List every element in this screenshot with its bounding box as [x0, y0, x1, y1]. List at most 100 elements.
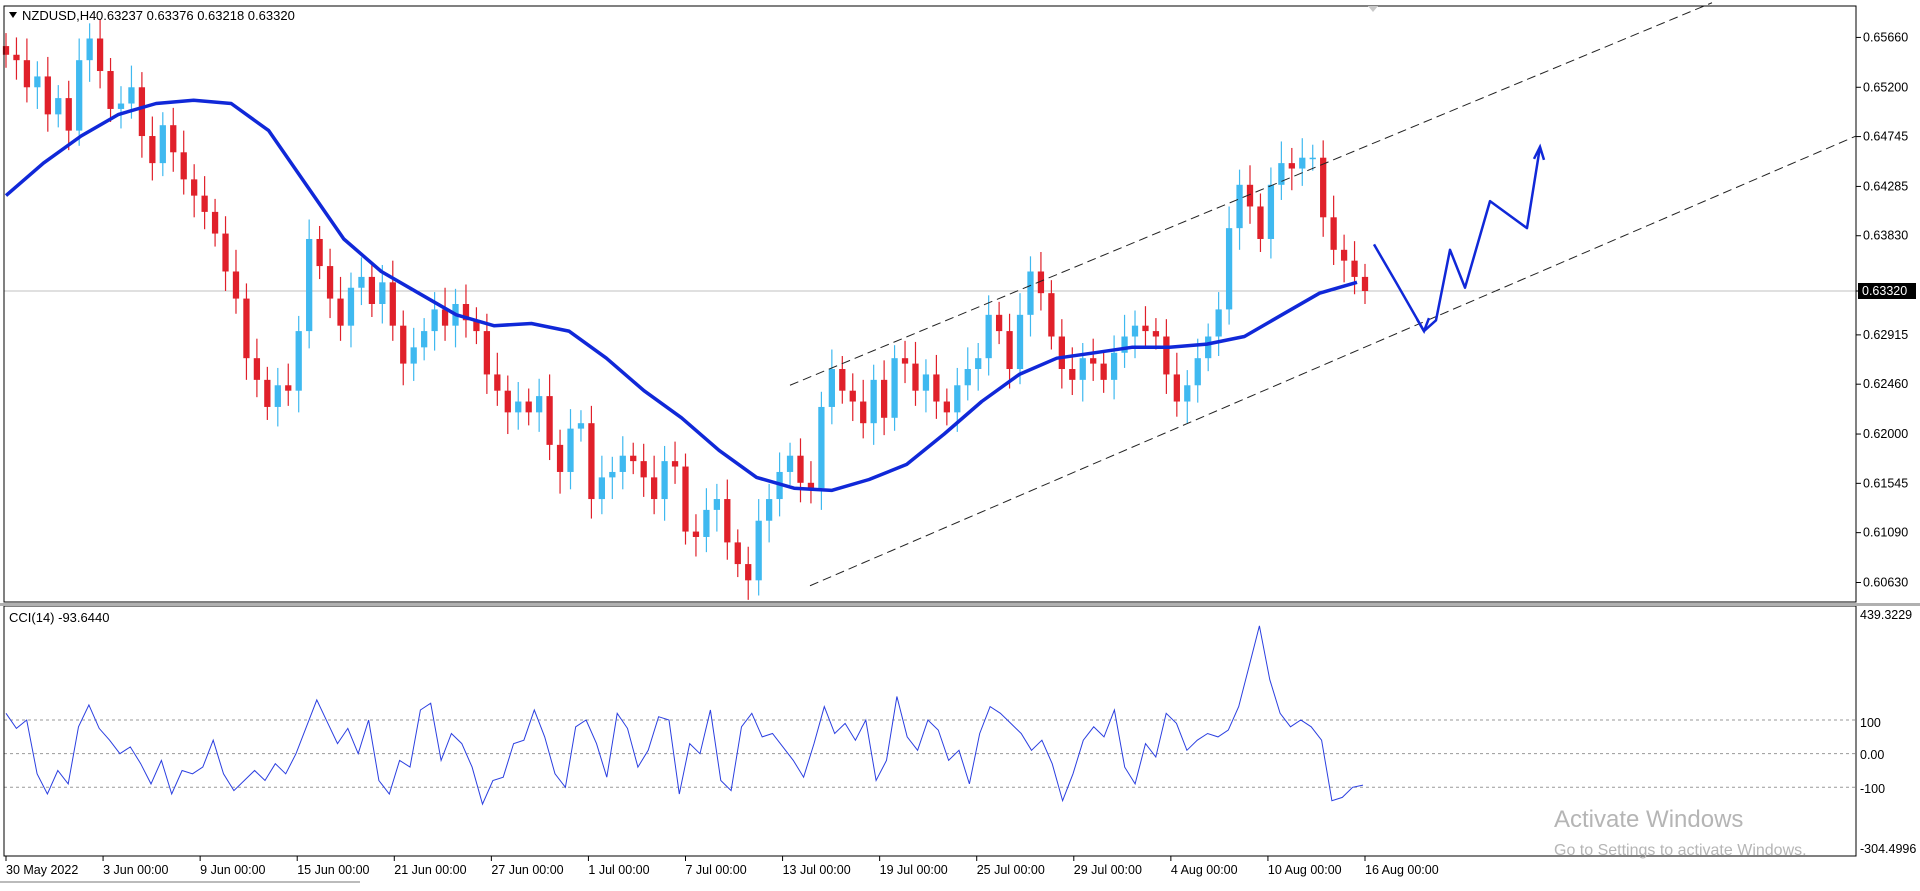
- ohlc-readout: 0.63237 0.63376 0.63218 0.63320: [96, 8, 295, 23]
- candle-body: [577, 423, 585, 429]
- candle-body: [431, 309, 438, 332]
- candle-body: [536, 396, 543, 413]
- candle: [96, 19, 104, 89]
- price-tick-label: 0.62915: [1863, 328, 1908, 342]
- candle-body: [295, 331, 302, 391]
- candle: [180, 130, 187, 195]
- candle: [347, 272, 355, 348]
- time-tick-label: 1 Jul 00:00: [588, 863, 649, 877]
- moving-average-line: [4, 98, 1358, 493]
- candle: [536, 378, 543, 432]
- candle: [1016, 293, 1024, 385]
- candle-body: [23, 60, 31, 88]
- candle-body: [671, 461, 679, 467]
- price-panel: [2, 2, 1857, 600]
- candle-body: [138, 87, 146, 137]
- candle-body: [274, 385, 281, 407]
- channel-upper-line[interactable]: [789, 2, 1713, 386]
- candle: [755, 499, 762, 596]
- candle-body: [379, 282, 386, 304]
- candle: [1205, 323, 1212, 372]
- candle: [630, 442, 637, 475]
- candle-body: [326, 266, 334, 299]
- candle: [1100, 350, 1107, 393]
- candle-body: [515, 401, 522, 413]
- candle-body: [724, 499, 731, 543]
- candle-body: [1069, 369, 1076, 380]
- candle: [1121, 314, 1128, 368]
- candle: [1058, 319, 1065, 389]
- cci-scale-top: 439.3229: [1860, 608, 1912, 622]
- header-dropdown-icon[interactable]: [9, 12, 17, 18]
- candle-body: [1152, 331, 1160, 337]
- candle: [567, 409, 574, 490]
- candle-body: [640, 461, 647, 478]
- candle: [337, 276, 344, 341]
- candle-body: [1288, 163, 1295, 169]
- candle-body: [159, 125, 166, 164]
- candle-body: [358, 276, 365, 288]
- candle: [326, 248, 334, 319]
- candle: [1090, 338, 1097, 381]
- candle: [1027, 256, 1034, 337]
- candle-body: [34, 76, 41, 88]
- candle-body: [1163, 336, 1170, 375]
- price-tick-label: 0.61090: [1863, 526, 1908, 540]
- candle: [65, 80, 72, 151]
- time-tick-label: 4 Aug 00:00: [1171, 863, 1238, 877]
- candle: [682, 453, 689, 545]
- candle: [76, 38, 83, 146]
- candle-body: [870, 379, 877, 424]
- time-tick-label: 13 Jul 00:00: [783, 863, 851, 877]
- candle-body: [76, 60, 83, 131]
- candle: [515, 382, 522, 430]
- time-tick-label: 19 Jul 00:00: [880, 863, 948, 877]
- candle-body: [661, 461, 668, 500]
- candle-body: [1205, 336, 1212, 359]
- candle-body: [1100, 363, 1107, 380]
- candle-body: [55, 98, 62, 115]
- candle-body: [651, 477, 658, 500]
- candle: [797, 438, 804, 503]
- candle: [316, 225, 323, 280]
- cci-line: [5, 625, 1364, 806]
- candle-body: [201, 195, 208, 212]
- current-price-label: 0.63320: [1862, 284, 1907, 298]
- channel-lower-line[interactable]: [809, 135, 1857, 587]
- candle-body: [1184, 385, 1191, 402]
- candle-body: [117, 103, 125, 109]
- candle-body: [525, 401, 532, 413]
- price-tick-label: 0.65660: [1863, 30, 1908, 44]
- candle: [703, 488, 710, 553]
- candle-body: [389, 282, 396, 326]
- candle-body: [13, 54, 20, 61]
- candle-body: [1090, 358, 1097, 364]
- candle: [870, 364, 877, 445]
- candle: [44, 56, 51, 132]
- candle: [1006, 313, 1013, 389]
- candle: [285, 363, 292, 406]
- projection-path[interactable]: [1372, 146, 1542, 333]
- candle: [295, 315, 302, 413]
- candle: [253, 338, 261, 398]
- price-tick-label: 0.64745: [1863, 130, 1908, 144]
- candle: [922, 359, 930, 413]
- candle-body: [849, 390, 856, 402]
- candle: [1048, 280, 1055, 350]
- candle-body: [954, 385, 961, 413]
- candle-body: [630, 455, 637, 462]
- price-tick-label: 0.65200: [1863, 80, 1908, 94]
- candle: [1163, 319, 1170, 394]
- candle-body: [1330, 217, 1337, 250]
- candle-body: [86, 38, 93, 61]
- chart-shift-icon[interactable]: [1368, 6, 1378, 12]
- candle: [1309, 144, 1316, 171]
- candle: [191, 164, 198, 218]
- candle: [107, 58, 114, 122]
- candle: [765, 483, 773, 543]
- current-price-box: [1858, 282, 1916, 299]
- panel-splitter[interactable]: [0, 603, 1920, 606]
- candle: [232, 249, 240, 314]
- candle-body: [1194, 358, 1201, 386]
